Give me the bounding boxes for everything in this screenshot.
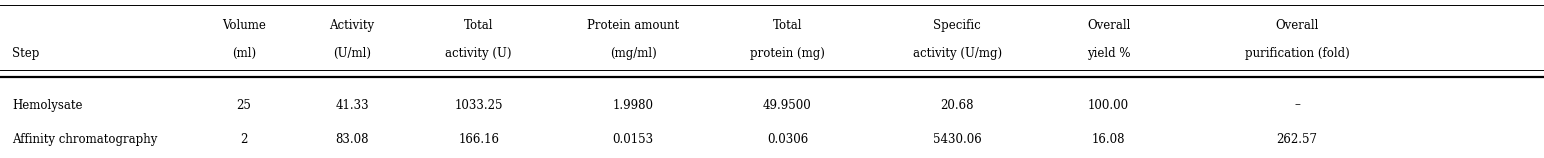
Text: Total: Total xyxy=(463,19,494,32)
Text: 41.33: 41.33 xyxy=(335,99,369,112)
Text: (mg/ml): (mg/ml) xyxy=(610,47,656,60)
Text: Affinity chromatography: Affinity chromatography xyxy=(12,133,157,146)
Text: 1033.25: 1033.25 xyxy=(454,99,503,112)
Text: 166.16: 166.16 xyxy=(459,133,499,146)
Text: 1.9980: 1.9980 xyxy=(613,99,653,112)
Text: Protein amount: Protein amount xyxy=(587,19,679,32)
Text: Volume: Volume xyxy=(222,19,266,32)
Text: 5430.06: 5430.06 xyxy=(933,133,982,146)
Text: Overall: Overall xyxy=(1087,19,1130,32)
Text: 16.08: 16.08 xyxy=(1092,133,1126,146)
Text: Step: Step xyxy=(12,47,40,60)
Text: Activity: Activity xyxy=(329,19,375,32)
Text: activity (U): activity (U) xyxy=(445,47,513,60)
Text: activity (U/mg): activity (U/mg) xyxy=(913,47,1002,60)
Text: –: – xyxy=(1294,99,1300,112)
Text: Specific: Specific xyxy=(934,19,980,32)
Text: 0.0306: 0.0306 xyxy=(767,133,808,146)
Text: Total: Total xyxy=(772,19,803,32)
Text: 262.57: 262.57 xyxy=(1277,133,1317,146)
Text: 100.00: 100.00 xyxy=(1089,99,1129,112)
Text: 49.9500: 49.9500 xyxy=(763,99,812,112)
Text: 20.68: 20.68 xyxy=(940,99,974,112)
Text: Hemolysate: Hemolysate xyxy=(12,99,83,112)
Text: yield %: yield % xyxy=(1087,47,1130,60)
Text: 25: 25 xyxy=(236,99,252,112)
Text: purification (fold): purification (fold) xyxy=(1244,47,1349,60)
Text: protein (mg): protein (mg) xyxy=(750,47,824,60)
Text: 83.08: 83.08 xyxy=(335,133,369,146)
Text: 2: 2 xyxy=(241,133,247,146)
Text: 0.0153: 0.0153 xyxy=(613,133,653,146)
Text: (U/ml): (U/ml) xyxy=(334,47,371,60)
Text: Overall: Overall xyxy=(1275,19,1319,32)
Text: (ml): (ml) xyxy=(232,47,256,60)
